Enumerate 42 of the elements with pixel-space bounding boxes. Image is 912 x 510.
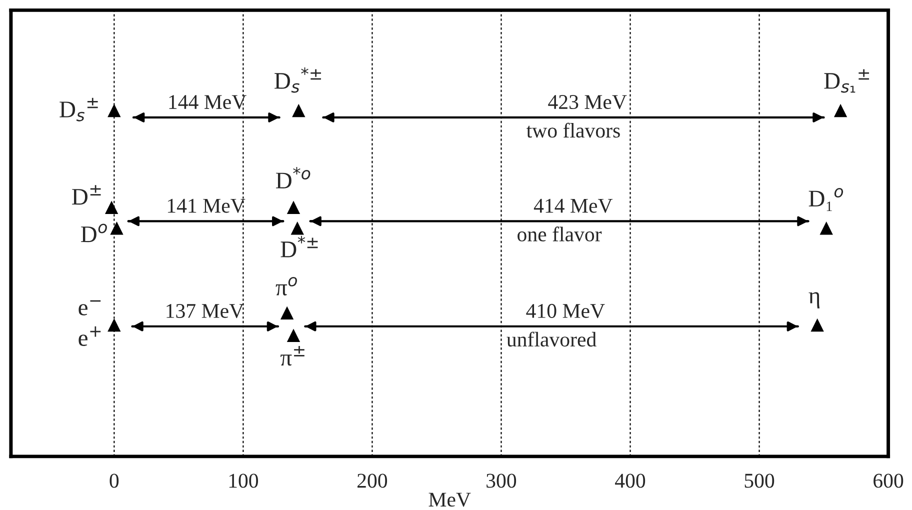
x-tick-label: 200: [357, 474, 388, 488]
annotation: D$_{s₁}$$^{±}$: [824, 69, 870, 93]
annotation: one flavor: [518, 226, 602, 242]
point: [810, 318, 824, 332]
point: [286, 200, 300, 214]
annotation: e$^{−}$: [78, 300, 101, 316]
x-axis-title: MeV: [428, 492, 471, 507]
annotation: 423 MeV: [548, 95, 627, 110]
point: [834, 104, 848, 118]
annotation: D$^{±}$: [72, 185, 101, 205]
annotation: 414 MeV: [534, 198, 613, 213]
annotation: 410 MeV: [526, 304, 605, 318]
annotation: e$^{+}$: [78, 326, 101, 346]
x-tick-label: 600: [874, 474, 904, 488]
annotation: D$^{*±}$: [280, 236, 318, 258]
annotation: D₁$^{o}$: [808, 188, 844, 212]
point: [286, 328, 300, 342]
point: [104, 200, 118, 214]
annotation: D$^{o}$: [80, 224, 107, 242]
annotation: D$_{s}$$^{*±}$: [274, 67, 321, 93]
point: [292, 104, 306, 118]
x-tick-label: 0: [110, 474, 119, 488]
point: [280, 306, 294, 320]
annotation: two flavors: [526, 122, 620, 138]
annotation: unflavored: [506, 332, 596, 347]
annotation: 137 MeV: [166, 304, 244, 318]
annotation: 144 MeV: [169, 95, 246, 110]
point: [820, 222, 833, 235]
annotation: D$_{s}$$^{±}$: [60, 98, 98, 122]
annotation: η: [808, 292, 820, 308]
x-tick-label: 100: [229, 474, 258, 488]
point: [108, 318, 121, 332]
point: [290, 222, 304, 235]
x-tick-label: 400: [615, 474, 646, 488]
annotation: D$^{*o}$: [276, 166, 310, 188]
x-tick-label: 500: [744, 474, 774, 488]
annotation: π$^{±}$: [280, 346, 304, 366]
x-tick-label: 300: [486, 474, 516, 488]
point: [108, 104, 121, 118]
annotation: π$^{o}$: [276, 276, 297, 296]
annotation: 141 MeV: [168, 198, 246, 213]
point: [110, 222, 124, 235]
